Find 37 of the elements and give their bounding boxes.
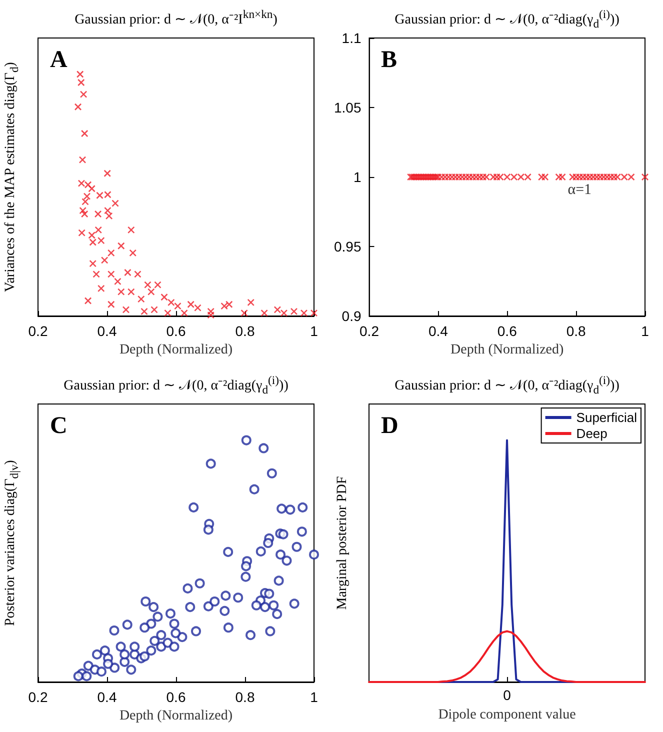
x-tick-label: 0.4 bbox=[97, 689, 117, 705]
x-axis-title: Depth (Normalized) bbox=[119, 708, 233, 724]
chart-title: Gaussian prior: d ∼ 𝒩(0, α⁻²diag(γ$_{d}$$^{(i)}$)) bbox=[62, 374, 290, 396]
x-axis-title: Dipole component value bbox=[438, 708, 576, 722]
x-tick-label: 0.8 bbox=[235, 323, 255, 339]
text: C bbox=[50, 413, 68, 439]
text: 0 bbox=[503, 687, 512, 703]
y-axis-title: Marginal posterior PDF bbox=[335, 476, 351, 610]
text: D bbox=[381, 413, 398, 439]
annotation: B bbox=[381, 47, 398, 73]
chart-title: Gaussian prior: d ∼ 𝒩(0, α⁻²diag(γ$_{d}$$^{(i)}$)) bbox=[394, 374, 620, 396]
x-tick-label: 0.6 bbox=[166, 689, 186, 705]
y-tick-label: 1.1 bbox=[342, 30, 362, 46]
x-tick-label: 0.6 bbox=[497, 323, 518, 339]
x-axis-title: Depth (Normalized) bbox=[450, 342, 564, 358]
y-tick-label: 0.9 bbox=[342, 308, 362, 324]
chart-title: Gaussian prior: d ∼ 𝒩(0, α⁻²diag(γ$_{d}$$^{(i)}$)) bbox=[394, 8, 620, 30]
x-tick-label: 1 bbox=[310, 323, 318, 339]
y-tick-label: 1 bbox=[353, 169, 362, 185]
chart-title: Gaussian prior: d ∼ 𝒩(0, α⁻²I$^{kn×kn}$) bbox=[74, 8, 278, 29]
text: A bbox=[50, 47, 68, 73]
x-tick-label: 0.8 bbox=[235, 689, 255, 705]
x-tick-label: 1 bbox=[641, 323, 650, 339]
y-tick-label: 0.95 bbox=[334, 238, 362, 254]
x-tick-label: 0.2 bbox=[360, 323, 380, 339]
x-axis-title: Depth (Normalized) bbox=[119, 342, 233, 358]
annotation: α=1 bbox=[568, 182, 592, 198]
x-tick-label: 0.4 bbox=[428, 323, 448, 339]
x-tick-label: 0.2 bbox=[28, 689, 48, 705]
y-tick-label: 1.05 bbox=[334, 100, 362, 116]
x-tick-label: 0.4 bbox=[97, 323, 117, 339]
x-tick-label: 0.8 bbox=[566, 323, 586, 339]
x-tick-label: 0.6 bbox=[166, 323, 186, 339]
legend-label: Deep bbox=[576, 426, 608, 441]
x-tick-label: 0.2 bbox=[28, 323, 48, 339]
x-tick-label: 1 bbox=[310, 689, 318, 705]
legend-label: Superficial bbox=[576, 410, 638, 425]
